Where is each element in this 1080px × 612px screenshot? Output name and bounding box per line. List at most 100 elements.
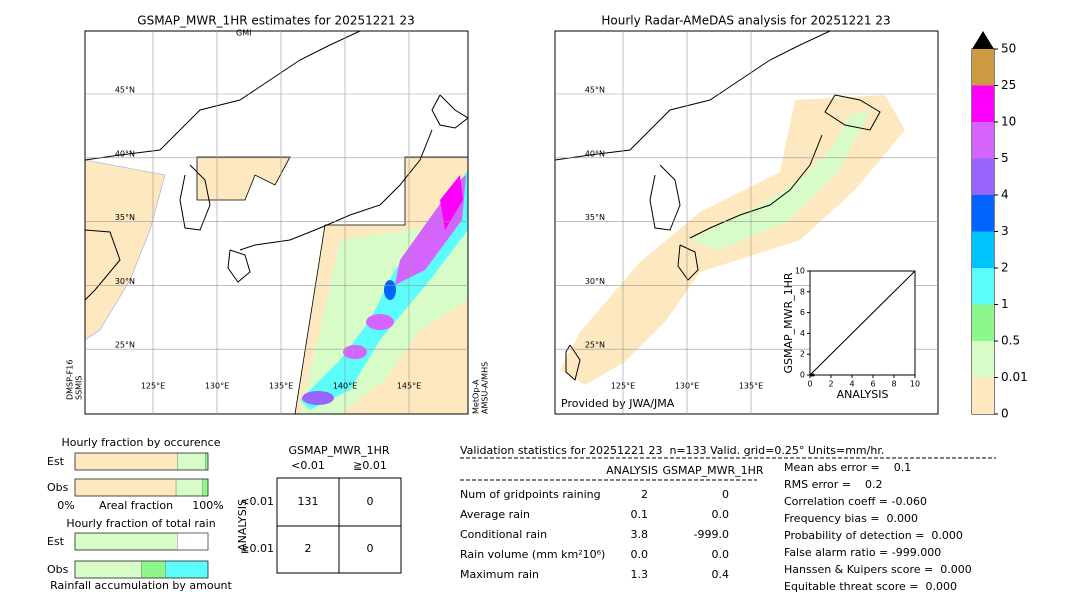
lon-label: 145°E — [397, 382, 421, 391]
panel-title: Hourly fraction by occurence — [62, 436, 221, 449]
score: Correlation coeff = -0.060 — [784, 495, 927, 508]
lon-label: 135°E — [739, 382, 763, 391]
colorbar-segment — [972, 158, 994, 195]
fraction-segment — [74, 452, 178, 471]
lat-label: 25°N — [585, 341, 605, 350]
lon-label: 140°E — [333, 382, 357, 391]
panel-title: Hourly fraction of total rain — [66, 517, 215, 530]
col-header: ANALYSIS — [606, 464, 658, 477]
y-tick-label: 6 — [800, 308, 805, 317]
axis-label: 0% — [57, 499, 74, 512]
credit: Provided by JWA/JMA — [561, 397, 675, 410]
stat-value: 3.8 — [631, 528, 649, 541]
row-label: Est — [47, 535, 65, 548]
fraction-segment — [74, 532, 178, 551]
fraction-segment — [177, 452, 206, 471]
sensor-label: AMSU-A/MHS — [481, 362, 490, 414]
bar-frame — [74, 478, 209, 497]
stat-value: 2 — [641, 488, 648, 501]
colorbar-label: 25 — [1001, 78, 1016, 92]
row-label: Est — [47, 455, 65, 468]
row-label: Obs — [47, 563, 69, 576]
row-label: ≧0.01 — [240, 542, 274, 555]
bar-frame — [74, 452, 209, 471]
lat-label: 40°N — [585, 149, 605, 158]
stat-value: 0.1 — [631, 508, 649, 521]
stat-value: 0.0 — [712, 508, 730, 521]
stat-value: 1.3 — [631, 568, 649, 581]
stat-value: 0.0 — [631, 548, 649, 561]
right-map-title: Hourly Radar-AMeDAS analysis for 2025122… — [601, 14, 890, 28]
left-map-frame — [84, 30, 469, 415]
x-tick-label: 2 — [828, 380, 833, 389]
left-map-title: GSMAP_MWR_1HR estimates for 20251221 23 — [137, 14, 414, 28]
col-label: <0.01 — [291, 459, 325, 472]
sensor-label: SSMIS — [75, 376, 84, 401]
colorbar-segment — [972, 195, 994, 232]
colorbar-label: 0 — [1001, 407, 1009, 421]
axis-label: Rainfall accumulation by amount — [50, 579, 232, 592]
y-tick-label: 2 — [800, 350, 805, 359]
axis-label: Areal fraction — [99, 499, 173, 512]
fraction-segment — [74, 560, 142, 579]
colorbar-label: 2 — [1001, 261, 1009, 275]
lat-label: 40°N — [115, 149, 135, 158]
col-header: GSMAP_MWR_1HR — [662, 464, 763, 477]
fraction-segment — [141, 560, 166, 579]
colorbar-segment — [972, 231, 994, 268]
fraction-segment — [74, 478, 177, 497]
lat-label: 25°N — [115, 341, 135, 350]
lon-label: 130°E — [675, 382, 699, 391]
sensor-label: MetOp-A — [472, 379, 481, 414]
cell: 0 — [367, 495, 374, 508]
bar-frame — [74, 532, 209, 551]
score: RMS error = 0.2 — [784, 478, 882, 491]
score: False alarm ratio = -999.000 — [784, 546, 941, 559]
colorbar-label: 1 — [1001, 297, 1009, 311]
row-label: Obs — [47, 481, 69, 494]
lon-label: 130°E — [205, 382, 229, 391]
cell: 2 — [305, 542, 312, 555]
bar-frame — [74, 560, 209, 579]
cell: 131 — [298, 495, 319, 508]
lat-label: 35°N — [585, 213, 605, 222]
colorbar-label: 50 — [1001, 42, 1016, 56]
score: Probability of detection = 0.000 — [784, 529, 963, 542]
colorbar-segment — [972, 85, 994, 122]
lat-label: 35°N — [115, 213, 135, 222]
score: Equitable threat score = 0.000 — [784, 580, 957, 593]
colorbar-label: 5 — [1001, 151, 1009, 165]
lat-label: 45°N — [585, 86, 605, 95]
colorbar-segment — [972, 268, 994, 305]
cell: 0 — [367, 542, 374, 555]
y-tick-label: 10 — [795, 267, 805, 276]
stat-label: Rain volume (mm km²10⁶) — [460, 548, 605, 561]
sensor-label: GMI — [236, 29, 251, 38]
stat-value: 0 — [722, 488, 729, 501]
colorbar-label: 4 — [1001, 188, 1009, 202]
y-tick-label: 4 — [800, 329, 805, 338]
row-label: <0.01 — [240, 495, 274, 508]
col-label: ≧0.01 — [353, 459, 387, 472]
lat-label: 30°N — [585, 277, 605, 286]
sensor-label: DMSP-F16 — [66, 360, 75, 400]
x-tick-label: 4 — [849, 380, 854, 389]
colorbar-label: 0.5 — [1001, 334, 1020, 348]
stat-value: 0.0 — [712, 548, 730, 561]
fraction-segment — [202, 478, 209, 497]
colorbar-segment — [972, 49, 994, 86]
colorbar-label: 0.01 — [1001, 370, 1028, 384]
stat-label: Num of gridpoints raining — [460, 488, 601, 501]
row-title: ANALYSIS — [236, 499, 249, 551]
lon-label: 125°E — [611, 382, 635, 391]
lon-label: 135°E — [269, 382, 293, 391]
y-tick-label: 8 — [800, 287, 805, 296]
y-tick-label: 0 — [800, 371, 805, 380]
point — [809, 373, 813, 377]
colorbar-label: 10 — [1001, 115, 1016, 129]
coastlines — [85, 31, 881, 381]
score: Mean abs error = 0.1 — [784, 461, 911, 474]
right-map-frame — [554, 30, 939, 415]
x-tick-label: 6 — [870, 380, 875, 389]
colorbar-segment — [972, 304, 994, 341]
